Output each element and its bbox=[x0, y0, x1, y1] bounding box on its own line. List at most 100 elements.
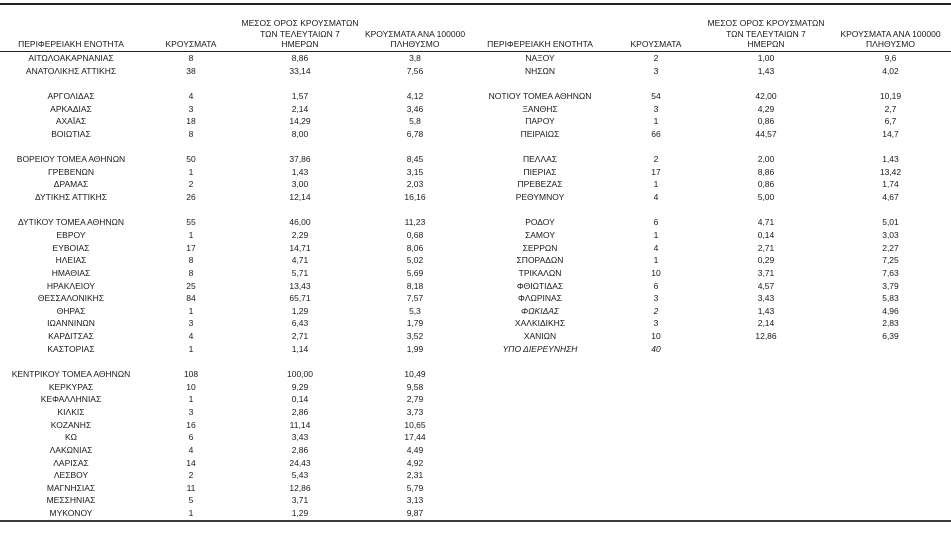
cell-cases: 55 bbox=[186, 217, 196, 228]
cell-region: ΚΩ bbox=[64, 432, 78, 443]
table-row: ΘΗΡΑΣ 1 1,29 5,3 ΦΩΚΙΔΑΣ 2 1,43 4,96 bbox=[0, 305, 951, 318]
cell-cases bbox=[610, 469, 702, 482]
table-row: ΕΒΡΟΥ 1 2,29 0,68 ΣΑΜΟΥ 1 0,14 3,03 bbox=[0, 229, 951, 242]
cell-avg7: 1,14 bbox=[291, 343, 309, 354]
cell-cases: 17 bbox=[186, 242, 196, 253]
cell-region: ΧΑΝΙΩΝ bbox=[523, 331, 557, 342]
cell-per100k: 3,79 bbox=[882, 280, 899, 291]
cell-region bbox=[470, 457, 610, 470]
cell-region bbox=[470, 140, 610, 153]
cell-region: ΗΜΑΘΙΑΣ bbox=[51, 267, 91, 278]
cell-avg7 bbox=[702, 381, 830, 394]
cell-cases: 4 bbox=[188, 331, 194, 342]
cell-per100k: 7,57 bbox=[406, 293, 424, 304]
cell-region bbox=[470, 77, 610, 90]
cell-cases: 3 bbox=[653, 65, 659, 76]
cell-cases: 11 bbox=[186, 482, 196, 493]
cell-cases bbox=[610, 419, 702, 432]
cell-avg7: 42,00 bbox=[755, 90, 777, 101]
cell-avg7: 6,43 bbox=[291, 318, 309, 329]
cell-region bbox=[470, 482, 610, 495]
cell-avg7: 2,14 bbox=[757, 318, 775, 329]
cell-avg7 bbox=[702, 457, 830, 470]
cell-avg7 bbox=[702, 419, 830, 432]
cell-region bbox=[470, 393, 610, 406]
cell-per100k: 4,92 bbox=[406, 457, 424, 468]
cell-per100k: 11,23 bbox=[404, 217, 426, 228]
cell-cases bbox=[610, 406, 702, 419]
cell-region bbox=[470, 381, 610, 394]
header-region-left: ΠΕΡΙΦΕΡΕΙΑΚΗ ΕΝΟΤΗΤΑ bbox=[18, 38, 124, 49]
table-row: ΑΙΤΩΛΟΑΚΑΡΝΑΝΙΑΣ 8 8,86 3,8 ΝΑΞΟΥ 2 1,00 9,6 bbox=[0, 52, 951, 65]
cell-cases: 2 bbox=[653, 53, 659, 63]
cell-avg7: 2,14 bbox=[291, 103, 309, 114]
cell-cases: 10 bbox=[651, 331, 661, 342]
cell-per100k: 6,78 bbox=[406, 128, 424, 139]
cell-cases bbox=[142, 77, 240, 90]
table-row: ΚΩ 6 3,43 17,44 bbox=[0, 431, 951, 444]
cell-region: ΡΕΘΥΜΝΟΥ bbox=[515, 192, 565, 203]
cell-region: ΧΑΛΚΙΔΙΚΗΣ bbox=[514, 318, 566, 329]
cell-per100k: 17,44 bbox=[404, 432, 426, 443]
cell-region: ΜΥΚΟΝΟΥ bbox=[49, 508, 93, 519]
cell-cases bbox=[610, 77, 702, 90]
table-row bbox=[0, 355, 951, 368]
cell-avg7 bbox=[702, 140, 830, 153]
cell-cases bbox=[610, 355, 702, 368]
table-row: ΗΡΑΚΛΕΙΟΥ 25 13,43 8,18 ΦΘΙΩΤΙΔΑΣ 6 4,57 3,79 bbox=[0, 280, 951, 293]
bottom-border-line bbox=[0, 519, 951, 522]
cell-cases: 8 bbox=[188, 128, 194, 139]
cell-region: ΕΥΒΟΙΑΣ bbox=[52, 242, 90, 253]
cell-cases bbox=[610, 140, 702, 153]
cell-avg7: 3,00 bbox=[291, 179, 309, 190]
cell-per100k: 5,8 bbox=[409, 116, 421, 127]
cell-avg7 bbox=[702, 494, 830, 507]
cell-region bbox=[0, 204, 142, 217]
cell-per100k: 5,02 bbox=[406, 255, 424, 266]
cell-cases: 2 bbox=[653, 305, 659, 316]
cell-region bbox=[470, 494, 610, 507]
cell-per100k: 3,15 bbox=[406, 166, 424, 177]
cell-avg7: 4,71 bbox=[757, 217, 775, 228]
cell-cases: 1 bbox=[188, 508, 194, 519]
cell-cases: 8 bbox=[188, 267, 194, 278]
table-row: ΔΥΤΙΚΟΥ ΤΟΜΕΑ ΑΘΗΝΩΝ 55 46,00 11,23 ΡΟΔΟΥ 6 4,… bbox=[0, 216, 951, 229]
table-row: ΚΙΛΚΙΣ 3 2,86 3,73 bbox=[0, 406, 951, 419]
cell-region: ΣΕΡΡΩΝ bbox=[522, 242, 558, 253]
cell-avg7: 1,43 bbox=[291, 166, 309, 177]
cell-cases: 8 bbox=[188, 53, 194, 63]
cell-per100k bbox=[830, 204, 951, 217]
cell-region: ΓΡΕΒΕΝΩΝ bbox=[48, 166, 94, 177]
cell-cases: 3 bbox=[653, 318, 659, 329]
cell-cases: 4 bbox=[653, 192, 659, 203]
cell-region: ΦΘΙΩΤΙΔΑΣ bbox=[516, 280, 564, 291]
cell-per100k bbox=[830, 140, 951, 153]
cell-avg7: 0,29 bbox=[757, 255, 775, 266]
cell-avg7: 2,86 bbox=[291, 406, 309, 417]
cell-region: ΜΑΓΝΗΣΙΑΣ bbox=[46, 482, 96, 493]
cell-per100k: 2,27 bbox=[882, 242, 899, 253]
cell-avg7: 4,29 bbox=[757, 103, 775, 114]
cell-per100k: 7,56 bbox=[406, 65, 424, 76]
cell-per100k: 4,96 bbox=[882, 305, 899, 316]
table-row: ΚΕΝΤΡΙΚΟΥ ΤΟΜΕΑ ΑΘΗΝΩΝ 108 100,00 10,49 bbox=[0, 368, 951, 381]
cell-per100k: 13,42 bbox=[879, 166, 902, 177]
cell-cases: 3 bbox=[653, 293, 659, 304]
cell-per100k: 10,49 bbox=[404, 369, 426, 380]
cell-avg7: 8,86 bbox=[757, 166, 775, 177]
table-body: ΑΙΤΩΛΟΑΚΑΡΝΑΝΙΑΣ 8 8,86 3,8 ΝΑΞΟΥ 2 1,00 9,6 ΑΝΑ… bbox=[0, 52, 951, 520]
cell-region: ΚΕΦΑΛΛΗΝΙΑΣ bbox=[40, 394, 102, 405]
cell-avg7: 1,43 bbox=[757, 65, 775, 76]
cell-cases: 4 bbox=[188, 444, 194, 455]
cell-cases: 1 bbox=[188, 394, 194, 405]
header-cases-left: ΚΡΟΥΣΜΑΤΑ bbox=[165, 38, 217, 49]
cell-region: ΚΑΣΤΟΡΙΑΣ bbox=[47, 343, 95, 354]
cell-cases: 40 bbox=[651, 343, 661, 354]
cell-avg7: 5,71 bbox=[291, 267, 309, 278]
cell-cases: 3 bbox=[188, 318, 194, 329]
cell-cases bbox=[142, 355, 240, 368]
cell-region: ΝΗΣΩΝ bbox=[524, 65, 556, 76]
cell-region bbox=[0, 355, 142, 368]
cell-cases: 38 bbox=[186, 65, 196, 76]
